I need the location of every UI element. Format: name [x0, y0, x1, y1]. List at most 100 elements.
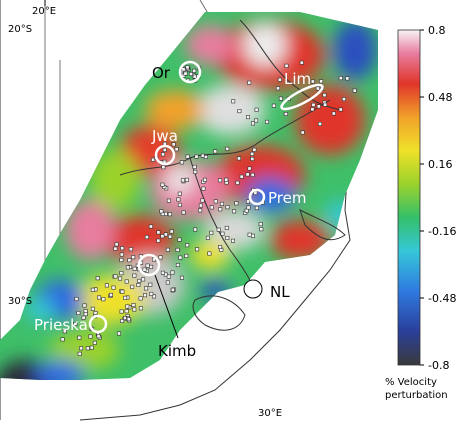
site-marker-or: [178, 60, 202, 84]
station-marker: [88, 334, 93, 339]
station-marker: [183, 71, 188, 76]
station-marker: [192, 164, 197, 169]
station-marker: [79, 346, 84, 351]
station-marker: [278, 96, 283, 101]
station-marker: [200, 198, 205, 203]
station-marker: [113, 274, 118, 279]
station-marker: [152, 294, 157, 299]
station-marker: [161, 165, 166, 170]
station-marker: [258, 222, 263, 227]
station-marker: [120, 318, 125, 323]
station-marker: [149, 264, 154, 269]
station-marker: [126, 317, 131, 322]
station-marker: [90, 287, 95, 292]
station-marker: [218, 207, 223, 212]
station-marker: [271, 103, 276, 108]
station-marker: [179, 160, 184, 165]
station-marker: [138, 306, 143, 311]
site-label-prieska: Prieska: [34, 316, 88, 334]
station-marker: [119, 309, 124, 314]
station-marker: [180, 275, 185, 280]
station-marker: [148, 282, 153, 287]
site-marker-prieska: [88, 314, 108, 334]
station-marker: [76, 310, 81, 315]
station-marker: [169, 229, 174, 234]
station-marker: [132, 266, 137, 271]
station-marker: [224, 225, 229, 230]
station-marker: [252, 147, 257, 152]
station-marker: [101, 297, 106, 302]
colorbar-title-line2: perturbation: [385, 390, 448, 401]
station-marker: [338, 107, 343, 112]
station-marker: [176, 197, 181, 202]
site-label-nl: NL: [270, 283, 290, 301]
kimb-leader-line: [154, 274, 179, 339]
station-marker: [300, 130, 305, 135]
station-marker: [192, 74, 197, 79]
station-marker: [149, 291, 154, 296]
colorbar-tick-label: -0.8: [428, 359, 449, 372]
site-marker-nl: [243, 279, 263, 299]
site-label-prem: Prem: [268, 189, 306, 207]
stations: [60, 60, 357, 356]
station-marker: [171, 142, 176, 147]
station-marker: [132, 307, 137, 312]
station-marker: [77, 335, 82, 340]
station-marker: [247, 166, 252, 171]
station-marker: [331, 111, 336, 116]
site-marker-jwa: [154, 144, 176, 166]
station-marker: [239, 174, 244, 179]
station-marker: [118, 276, 123, 281]
station-marker: [125, 304, 130, 309]
station-marker: [201, 186, 206, 191]
colorbar-tick-label: 0.8: [428, 24, 446, 37]
station-marker: [247, 80, 252, 85]
station-marker: [142, 267, 147, 272]
station-marker: [225, 146, 230, 151]
station-marker: [120, 246, 125, 251]
station-marker: [160, 270, 165, 275]
station-marker: [224, 177, 229, 182]
station-marker: [160, 234, 165, 239]
station-marker: [159, 209, 164, 214]
site-marker-lim: [280, 83, 324, 111]
station-marker: [254, 107, 259, 112]
station-marker: [175, 247, 180, 252]
colorbar-tick-label: -0.48: [428, 292, 456, 305]
station-marker: [198, 208, 203, 213]
station-marker: [168, 234, 173, 239]
station-marker: [60, 337, 65, 342]
station-marker: [250, 151, 255, 156]
station-marker: [299, 60, 304, 65]
station-marker: [246, 115, 251, 120]
station-marker: [194, 154, 199, 159]
station-marker: [277, 77, 282, 82]
station-marker: [97, 295, 102, 300]
lat-label-20s: 20°S: [8, 24, 32, 35]
station-marker: [311, 102, 316, 107]
station-marker: [161, 152, 166, 157]
colorbar: 0.8 0.48 0.16 -0.16 -0.48 -0.8 % Velocity per…: [385, 24, 456, 401]
station-marker: [166, 274, 171, 279]
station-marker: [77, 351, 82, 356]
station-marker: [185, 243, 190, 248]
station-marker: [62, 329, 67, 334]
station-marker: [137, 278, 142, 283]
station-marker: [74, 296, 79, 301]
station-marker: [275, 86, 280, 91]
station-marker: [184, 177, 189, 182]
station-marker: [167, 212, 172, 217]
borders: [119, 19, 346, 331]
station-marker: [170, 270, 175, 275]
station-marker: [90, 306, 95, 311]
site-label-or: Or: [152, 64, 171, 82]
station-marker: [213, 199, 218, 204]
station-marker: [250, 172, 255, 177]
station-marker: [181, 67, 186, 72]
station-marker: [209, 230, 214, 235]
station-marker: [124, 309, 129, 314]
station-marker: [284, 63, 289, 68]
station-marker: [175, 262, 180, 267]
station-marker: [193, 169, 198, 174]
